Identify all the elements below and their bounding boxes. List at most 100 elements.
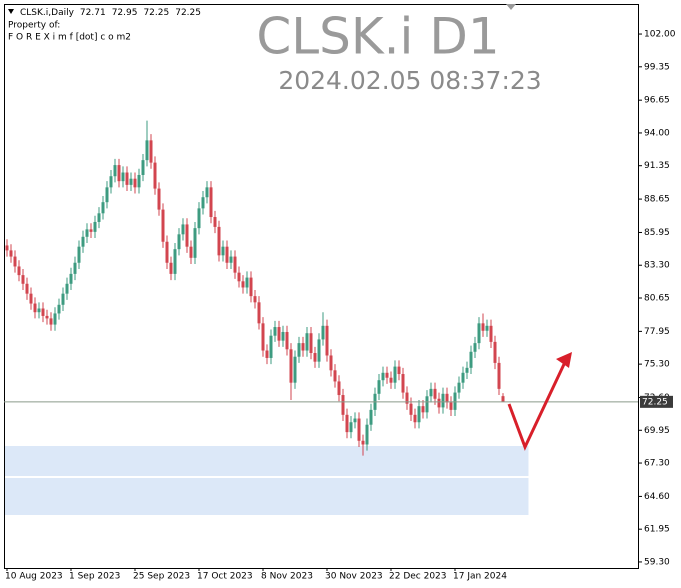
- note: Property of:: [8, 21, 60, 31]
- y-tick-label: 64.60: [644, 492, 670, 502]
- y-tick-label: 59.30: [644, 557, 670, 567]
- current-price-label: 72.25: [642, 397, 668, 407]
- current-price-box: [640, 395, 673, 408]
- candle-body: [493, 341, 497, 363]
- candle-body: [137, 174, 141, 188]
- candle-body: [281, 331, 285, 341]
- candle-body: [149, 140, 153, 163]
- x-tick-label: 25 Sep 2023: [133, 572, 190, 582]
- candle-body: [205, 187, 209, 198]
- projection-arrow: [507, 359, 568, 451]
- candle-body: [121, 172, 125, 182]
- candle-body: [185, 224, 189, 247]
- y-tick-label: 102.00: [644, 30, 676, 40]
- candle-body: [225, 246, 229, 263]
- candle-body: [73, 262, 77, 274]
- plot-frame: [4, 4, 639, 569]
- candle-body: [217, 226, 221, 256]
- candle-body: [21, 275, 25, 284]
- candle-body: [101, 202, 105, 214]
- candle-body: [349, 422, 353, 433]
- candle-body: [233, 256, 237, 273]
- candle-body: [85, 229, 89, 237]
- candle-body: [317, 339, 321, 362]
- candle-body: [141, 160, 145, 175]
- candle-body: [253, 296, 257, 303]
- candle-body: [93, 221, 97, 232]
- candle-body: [433, 388, 437, 399]
- x-tick-label: 10 Aug 2023: [5, 572, 63, 582]
- candle-body: [397, 366, 401, 375]
- candle-body: [341, 395, 345, 415]
- candle-body: [297, 343, 301, 357]
- candle-body: [17, 266, 21, 276]
- candle-body: [269, 335, 273, 358]
- y-tick-label: 94.00: [644, 128, 670, 138]
- candle-body: [305, 333, 309, 351]
- candle-body: [89, 229, 93, 232]
- candle-body: [237, 272, 241, 282]
- y-tick-label: 69.95: [644, 426, 670, 436]
- candle-body: [409, 403, 413, 415]
- y-tick-label: 61.95: [644, 525, 670, 535]
- candle-body: [189, 246, 193, 258]
- candle-body: [57, 304, 61, 314]
- candle-body: [357, 418, 361, 441]
- candle-body: [481, 323, 485, 331]
- projection-arrowhead: [556, 352, 572, 368]
- candle-body: [113, 165, 117, 177]
- candle-body: [33, 303, 37, 313]
- candle-body: [425, 396, 429, 413]
- candle-body: [221, 246, 225, 256]
- candle-body: [453, 392, 457, 410]
- candle-body: [385, 372, 389, 378]
- candle-body: [273, 327, 277, 336]
- candle-body: [473, 343, 477, 352]
- candle-body: [345, 414, 349, 433]
- candle-body: [109, 176, 113, 188]
- candle-body: [405, 392, 409, 404]
- candle-body: [413, 414, 417, 423]
- candle-body: [353, 418, 357, 423]
- candle-body: [333, 370, 337, 382]
- candle-body: [45, 315, 49, 319]
- candle-body: [377, 380, 381, 394]
- candle-body: [145, 140, 149, 161]
- candle-body: [485, 325, 489, 331]
- candle-body: [161, 209, 165, 242]
- candle-body: [129, 178, 133, 185]
- candle-body: [5, 245, 9, 251]
- candle-body: [417, 406, 421, 423]
- candle-body: [197, 208, 201, 229]
- candle-body: [29, 293, 33, 304]
- ohlc-value: 72.25: [143, 8, 169, 18]
- candle-body: [389, 377, 393, 383]
- x-tick-label: 8 Nov 2023: [261, 572, 313, 582]
- candle-body: [477, 323, 481, 344]
- candle-body: [177, 234, 181, 250]
- candle-body: [41, 308, 45, 316]
- candle-body: [249, 277, 253, 297]
- candle-body: [209, 187, 213, 218]
- note: F O R E X i m f [dot] c o m2: [8, 33, 131, 43]
- demand-zone: [4, 478, 529, 515]
- candle-body: [469, 351, 473, 368]
- candle-body: [49, 318, 53, 325]
- x-tick-label: 17 Jan 2024: [453, 572, 507, 582]
- candle-body: [429, 388, 433, 397]
- candle-body: [65, 283, 69, 294]
- candle-body: [289, 349, 293, 383]
- candle-body: [241, 281, 245, 288]
- candle-body: [461, 372, 465, 383]
- x-tick-label: 30 Nov 2023: [325, 572, 383, 582]
- candle-body: [293, 356, 297, 383]
- ohlc-value: 72.95: [112, 8, 138, 18]
- candle-body: [193, 228, 197, 258]
- candle-body: [257, 302, 261, 324]
- candle-body: [489, 325, 493, 342]
- candle-body: [337, 381, 341, 396]
- x-tick-label: 22 Dec 2023: [389, 572, 447, 582]
- candle-body: [13, 256, 17, 267]
- candle-body: [125, 172, 129, 185]
